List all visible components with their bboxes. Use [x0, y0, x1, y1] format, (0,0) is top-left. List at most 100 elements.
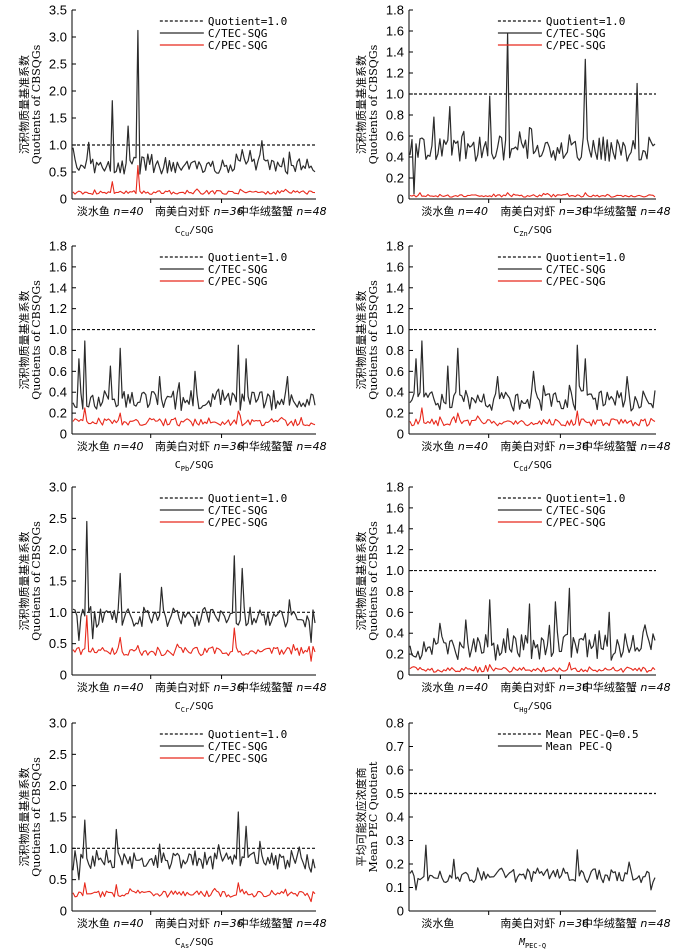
- x-label-main: C: [175, 701, 181, 712]
- y-tick-label: 1.2: [49, 301, 67, 316]
- group-label: 南美白对虾 n=36: [500, 680, 589, 694]
- legend-series-label: C/TEC-SQG: [208, 27, 268, 40]
- series-line-pec: [409, 661, 656, 673]
- y-tick-label: 1.2: [386, 542, 404, 557]
- legend-ref-label: Quotient=1.0: [546, 15, 625, 28]
- y-axis-label-cn: 沉积物质量基准系数: [17, 55, 31, 154]
- legend-ref-label: Quotient=1.0: [208, 492, 287, 505]
- group-name: 南美白对虾: [500, 204, 559, 218]
- legend-series-label: C/PEC-SQG: [546, 516, 606, 529]
- group-label: 淡水鱼 n=40: [77, 204, 144, 218]
- group-n: n=48: [640, 205, 670, 218]
- x-label-sub: Cd: [519, 465, 527, 473]
- x-label-suffix: /SQG: [189, 937, 213, 948]
- group-label: 淡水鱼 n=40: [77, 439, 144, 453]
- y-tick-label: 0: [60, 427, 67, 442]
- legend-series-label: C/PEC-SQG: [546, 39, 606, 52]
- y-tick-label: 0.5: [386, 786, 404, 801]
- group-n: n=36: [213, 681, 243, 694]
- legend-series-label: C/TEC-SQG: [208, 740, 268, 753]
- y-tick-label: 1.0: [49, 138, 67, 153]
- y-axis-label-cn: 沉积物质量基准系数: [17, 532, 31, 631]
- x-label-suffix: /SQG: [189, 225, 213, 236]
- group-name: 淡水鱼: [421, 204, 458, 218]
- group-name: 中华绒螯蟹: [582, 916, 641, 930]
- panel-3: 0 0.2 0.4 0.6 0.8 1.0 1.2 1.4 1.6 1.8 淡水鱼 n=40 南美白对…: [17, 239, 327, 474]
- y-tick-label: 0.2: [386, 647, 404, 662]
- y-tick-label: 2.0: [49, 84, 67, 99]
- group-label: 淡水鱼: [421, 916, 454, 930]
- y-axis-label-cn: 沉积物质量基准系数: [17, 291, 31, 390]
- y-tick-label: 1.0: [386, 322, 404, 337]
- y-tick-label: 3.0: [49, 30, 67, 45]
- y-axis-label-cn: 沉积物质量基准系数: [354, 55, 368, 154]
- y-tick-label: 1.8: [386, 239, 404, 254]
- legend-series-label: C/PEC-SQG: [208, 275, 268, 288]
- x-label-suffix: /SQG: [189, 701, 213, 712]
- legend-series-label: C/TEC-SQG: [546, 263, 606, 276]
- x-label-sub: Cr: [181, 706, 189, 714]
- y-tick-label: 0.4: [49, 385, 67, 400]
- y-tick-label: 1.4: [386, 521, 404, 536]
- series-line-tec: [72, 811, 316, 881]
- group-label: 淡水鱼 n=40: [77, 916, 144, 930]
- y-tick-label: 0.4: [386, 810, 404, 825]
- group-n: n=48: [640, 440, 670, 453]
- x-axis-label: MPEC-Q: [518, 937, 546, 949]
- group-name: 中华绒螯蟹: [582, 204, 641, 218]
- group-n: n=48: [296, 205, 326, 218]
- x-label-main: C: [513, 225, 519, 236]
- group-label: 中华绒螯蟹 n=48: [582, 439, 671, 453]
- legend-series-label: C/PEC-SQG: [208, 39, 268, 52]
- y-tick-label: 1.6: [386, 500, 404, 515]
- group-label: 淡水鱼 n=40: [421, 204, 488, 218]
- series-line-tec: [409, 587, 656, 661]
- group-name: 中华绒螯蟹: [582, 680, 641, 694]
- x-label-main: C: [175, 225, 181, 236]
- y-tick-label: 1.5: [49, 810, 67, 825]
- group-n: n=40: [113, 917, 143, 930]
- y-tick-label: 2.5: [49, 747, 67, 762]
- y-tick-label: 1.0: [386, 87, 404, 102]
- group-label: 中华绒螯蟹 n=48: [238, 439, 327, 453]
- group-n: n=48: [640, 917, 670, 930]
- x-axis-label: CZn/SQG: [513, 225, 552, 238]
- legend-series-label: Mean PEC-Q: [546, 740, 612, 753]
- x-label-suffix: /SQG: [528, 460, 552, 471]
- group-label: 南美白对虾 n=36: [500, 916, 589, 930]
- x-axis-label: CCr/SQG: [175, 701, 214, 714]
- group-label: 中华绒螯蟹 n=48: [582, 916, 671, 930]
- x-label-sub: Cu: [181, 230, 189, 238]
- series-line-pec: [409, 407, 656, 427]
- y-tick-label: 1.4: [386, 45, 404, 60]
- y-tick-label: 0: [397, 427, 404, 442]
- x-label-suffix: /SQG: [528, 701, 552, 712]
- y-tick-label: 0.7: [386, 739, 404, 754]
- group-label: 中华绒螯蟹 n=48: [238, 204, 327, 218]
- y-tick-label: 0.4: [386, 385, 404, 400]
- x-axis-label: CCu/SQG: [175, 225, 214, 238]
- y-tick-label: 1.0: [386, 563, 404, 578]
- y-tick-label: 1.8: [386, 3, 404, 18]
- panel-8: 0 0.1 0.2 0.3 0.4 0.5 0.6 0.7 0.8 淡水鱼 南美白对虾 n=36中…: [354, 716, 671, 949]
- y-tick-label: 0.5: [49, 872, 67, 887]
- group-n: n=36: [559, 681, 589, 694]
- group-n: n=40: [458, 440, 488, 453]
- group-name: 淡水鱼: [77, 204, 114, 218]
- legend-ref-label: Mean PEC-Q=0.5: [546, 728, 639, 741]
- group-label: 南美白对虾 n=36: [500, 204, 589, 218]
- y-tick-label: 0.6: [386, 364, 404, 379]
- group-n: n=48: [640, 681, 670, 694]
- y-axis-label-en: Quotients of CBSQGs: [367, 280, 380, 400]
- y-tick-label: 0.4: [386, 626, 404, 641]
- y-axis-label-en: Quotients of CBSQGs: [30, 757, 43, 877]
- x-label-sub: PEC-Q: [525, 942, 546, 949]
- y-axis-label-cn: 沉积物质量基准系数: [17, 768, 31, 867]
- x-label-sub: Pb: [181, 465, 189, 473]
- y-tick-label: 0.6: [386, 763, 404, 778]
- group-name: 淡水鱼: [421, 916, 454, 930]
- x-label-main: C: [175, 937, 181, 948]
- y-tick-label: 1.6: [49, 259, 67, 274]
- group-name: 南美白对虾: [500, 916, 559, 930]
- group-label: 南美白对虾 n=36: [155, 204, 244, 218]
